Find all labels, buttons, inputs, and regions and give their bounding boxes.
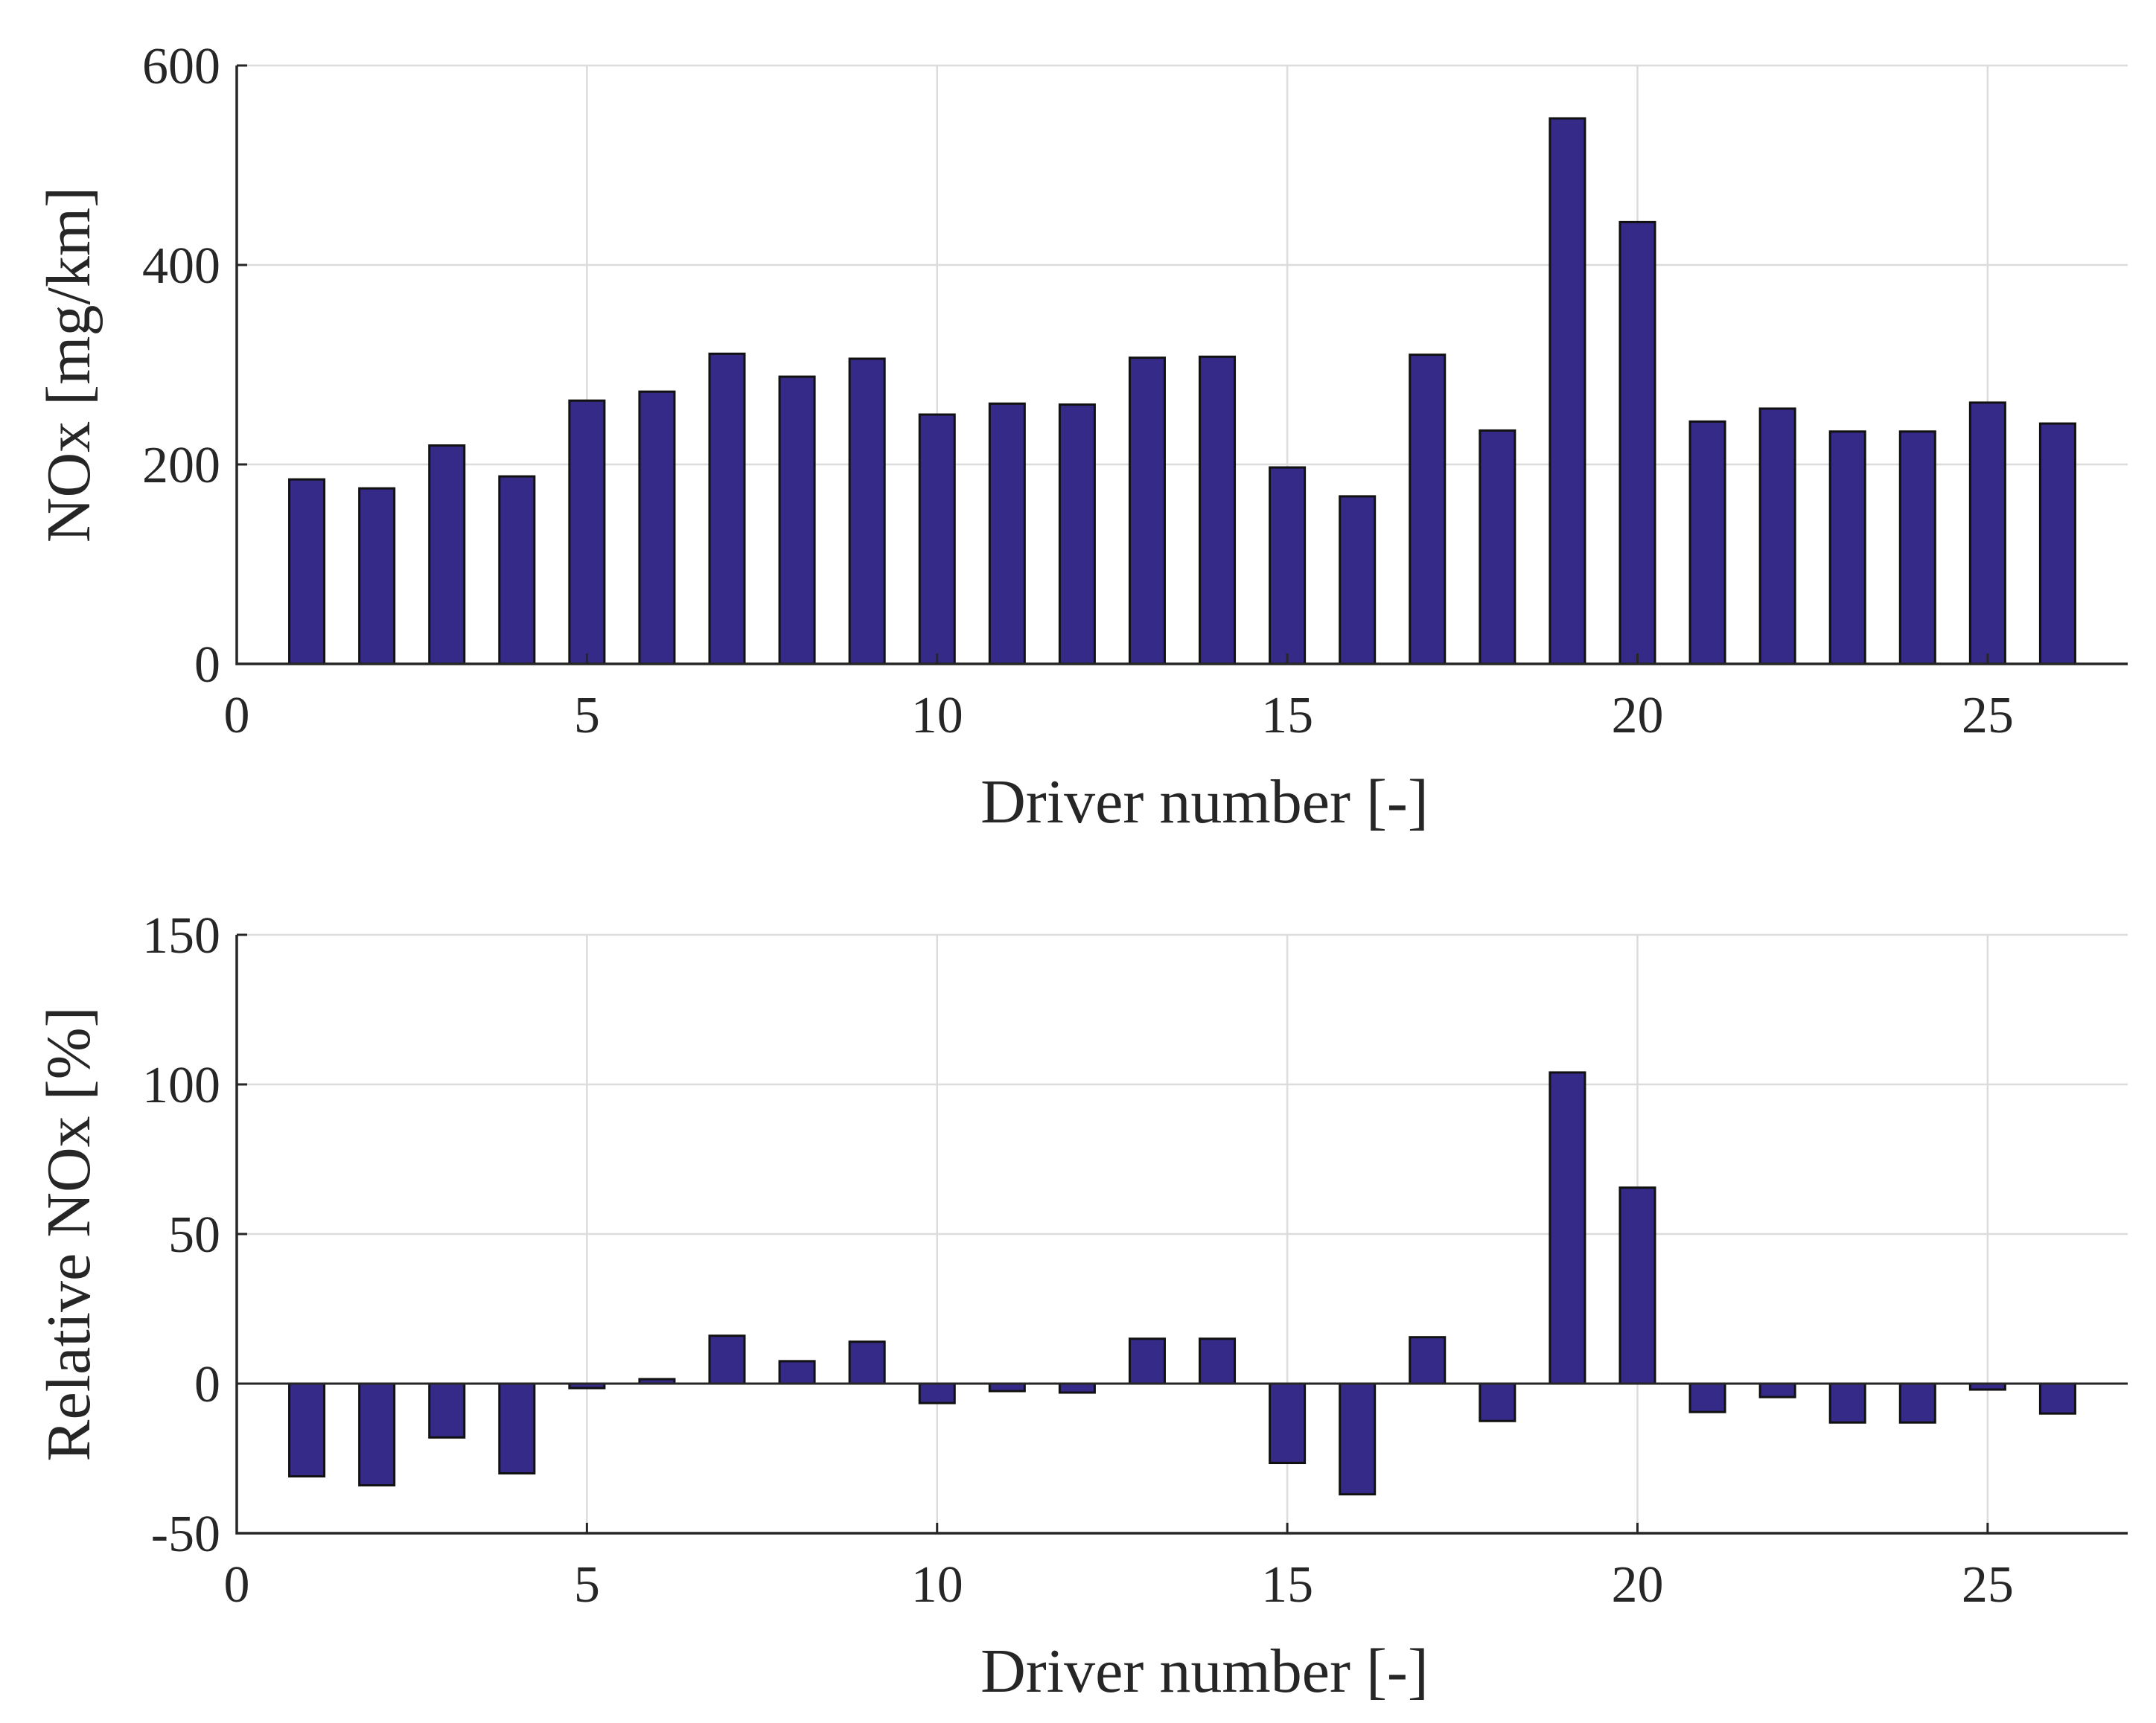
bar-driver-26 [2038,1382,2076,1415]
x-tick-label: 15 [1261,687,1313,744]
bar-driver-15 [1269,466,1307,665]
bar-driver-22 [1758,1382,1796,1398]
top-x-tick-labels: 0 5 10 15 20 25 [224,687,2014,744]
y-tick-label: 600 [142,38,220,95]
x-tick-label: 0 [224,687,250,744]
bar-driver-24 [1898,430,1936,665]
top-grid [237,64,2128,664]
bar-driver-21 [1688,1382,1726,1413]
bar-driver-26 [2038,422,2076,665]
bar-driver-9 [848,357,886,665]
bar-driver-14 [1199,355,1237,665]
x-tick-label: 5 [574,1556,600,1614]
bar-driver-21 [1688,420,1726,665]
bar-driver-18 [1479,1382,1516,1422]
top-y-axis-label: NOx [mg/km] [34,187,103,543]
bar-driver-1 [288,1382,326,1478]
x-tick-label: 20 [1611,687,1663,744]
bar-driver-8 [778,1360,816,1385]
bottom-x-axis-label: Driver number [-] [980,1637,1429,1706]
bar-driver-4 [498,1382,536,1475]
bar-driver-13 [1128,357,1166,665]
top-x-axis-label: Driver number [-] [980,767,1429,837]
bar-driver-12 [1058,1382,1096,1394]
y-tick-label: 50 [168,1206,220,1264]
y-tick-label: 200 [142,437,220,494]
bar-driver-2 [358,1382,396,1487]
bar-driver-6 [638,390,676,665]
x-tick-label: 10 [911,1556,963,1614]
bar-driver-25 [1968,401,2006,665]
bottom-y-axis-label: Relative NOx [%] [34,1006,103,1461]
bar-driver-16 [1339,1382,1377,1496]
bar-driver-9 [848,1340,886,1385]
y-tick-label: 0 [194,1356,220,1413]
bar-driver-7 [708,1334,746,1385]
y-tick-label: 400 [142,237,220,295]
bar-driver-14 [1199,1337,1237,1385]
bar-driver-5 [568,399,606,665]
x-tick-label: 20 [1611,1556,1663,1614]
y-tick-label: 100 [142,1057,220,1114]
bottom-axes [235,933,2128,1535]
bar-driver-23 [1828,430,1866,665]
top-y-tick-labels: 0 200 400 600 [142,38,220,694]
x-tick-label: 0 [224,1556,250,1614]
bar-driver-4 [498,475,536,665]
bar-driver-16 [1339,495,1377,665]
bar-driver-12 [1058,403,1096,665]
bar-driver-22 [1758,407,1796,665]
bar-driver-17 [1409,354,1447,665]
top-bars [288,117,2076,665]
y-tick-label: 150 [142,907,220,965]
bottom-bars [288,1071,2076,1496]
x-tick-label: 15 [1261,1556,1313,1614]
y-tick-label: 0 [194,636,220,694]
bar-driver-17 [1409,1336,1447,1385]
bar-driver-7 [708,352,746,665]
bar-driver-23 [1828,1382,1866,1424]
bar-driver-15 [1269,1382,1307,1465]
x-tick-label: 10 [911,687,963,744]
bar-driver-11 [988,1382,1026,1393]
bar-driver-11 [988,402,1026,665]
bar-driver-10 [918,413,956,665]
bar-driver-13 [1128,1337,1166,1385]
x-tick-label: 25 [1962,1556,2014,1614]
bar-driver-19 [1549,1071,1586,1385]
bar-driver-20 [1618,1186,1656,1385]
top-axes [235,64,2128,665]
bar-driver-2 [358,487,396,665]
bar-driver-24 [1898,1382,1936,1424]
bar-driver-10 [918,1382,956,1404]
x-tick-label: 25 [1962,687,2014,744]
bar-driver-19 [1549,117,1586,665]
x-tick-label: 5 [574,687,600,744]
y-tick-label: -50 [151,1506,220,1563]
bar-driver-3 [428,1382,466,1439]
bar-driver-3 [428,444,466,665]
bottom-y-tick-labels: -50 0 50 100 150 [142,907,220,1563]
bar-driver-20 [1618,220,1656,665]
bar-driver-8 [778,375,816,665]
bar-driver-18 [1479,429,1516,665]
bottom-x-tick-labels: 0 5 10 15 20 25 [224,1556,2014,1614]
bar-driver-1 [288,478,326,665]
